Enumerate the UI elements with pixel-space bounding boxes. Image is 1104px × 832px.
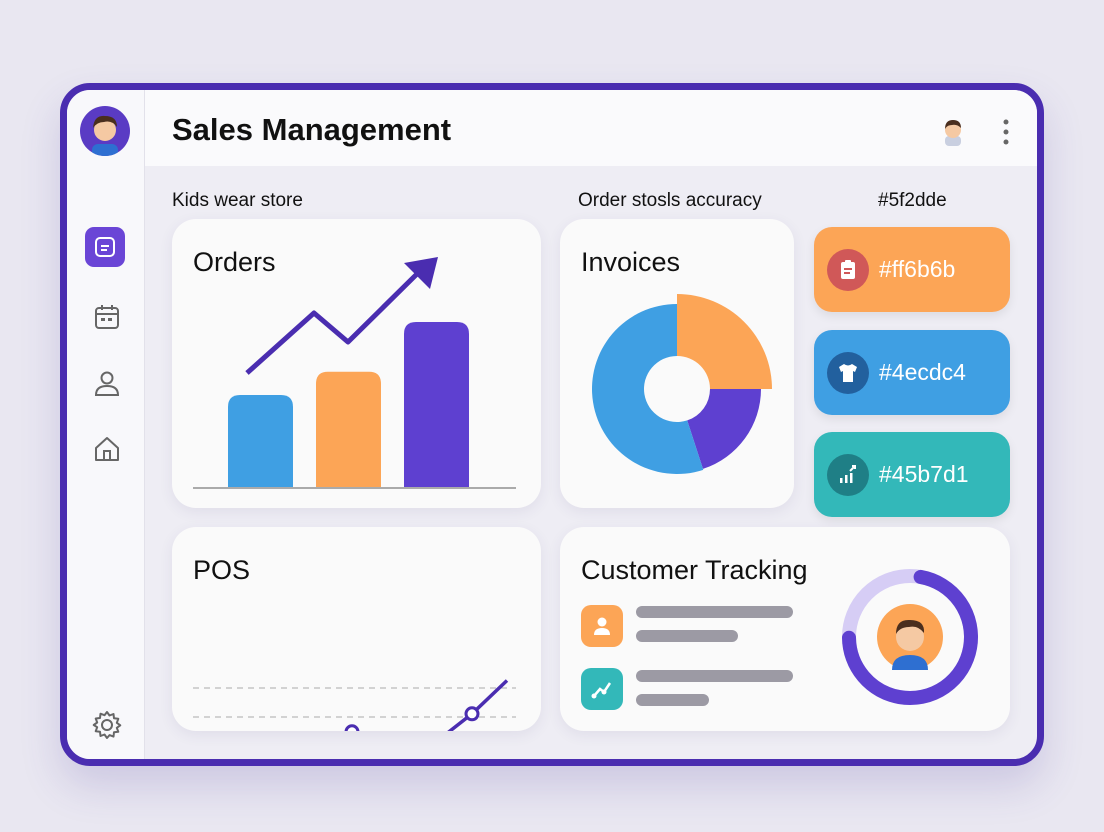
t-shirt-icon (827, 351, 869, 394)
color-tile-0[interactable]: #ff6b6b (814, 227, 1010, 312)
user-avatar-icon[interactable] (939, 116, 967, 146)
sidebar-item-user[interactable] (90, 366, 124, 400)
store-label: Kids wear store (172, 190, 303, 211)
sidebar-item-settings[interactable] (90, 708, 124, 742)
gear-icon (92, 711, 122, 739)
tile-label: #45b7d1 (879, 461, 969, 487)
arrow-head (404, 257, 438, 289)
orders-title: Orders (193, 247, 276, 277)
placeholder-line (636, 694, 709, 706)
header: Sales Management (145, 90, 1037, 166)
customer-progress-ring (842, 569, 978, 705)
data-point-2 (344, 724, 360, 731)
pos-chart (193, 679, 516, 731)
app-window: Sales Management Kids wear store Order s… (60, 83, 1044, 766)
pos-card[interactable]: POS (172, 527, 541, 731)
customer-tracking-card[interactable]: Customer Tracking (560, 527, 1010, 731)
invoices-title: Invoices (581, 247, 681, 277)
avatar-body (892, 655, 928, 670)
data-point-4 (464, 706, 480, 722)
pie-slice-2 (592, 304, 704, 474)
bar-2 (404, 322, 469, 488)
placeholder-line (636, 606, 793, 618)
note-icon (95, 237, 115, 257)
accent-label: #5f2dde (878, 190, 947, 211)
clipboard-icon (827, 248, 869, 291)
sidebar-item-home[interactable] (90, 432, 124, 466)
avatar-face (896, 623, 924, 651)
pie-slice-0 (677, 294, 772, 389)
accuracy-label: Order stosls accuracy (578, 190, 762, 211)
placeholder-line (636, 630, 738, 642)
trend-arrow (245, 267, 424, 375)
orders-card[interactable]: Orders (172, 219, 541, 508)
invoices-chart (592, 294, 772, 474)
color-tile-2[interactable]: #45b7d1 (814, 432, 1010, 517)
orders-chart (193, 257, 516, 489)
pie-slice-1 (687, 389, 761, 469)
customer-tracking-title: Customer Tracking (581, 555, 808, 585)
pos-title: POS (193, 555, 251, 585)
invoices-card[interactable]: Invoices (560, 219, 794, 508)
user-icon (94, 371, 120, 396)
tile-label: #4ecdc4 (879, 359, 966, 385)
customer-user-icon (581, 605, 623, 647)
color-tile-1[interactable]: #4ecdc4 (814, 330, 1010, 415)
calendar-icon (95, 305, 119, 329)
avatar-hair (896, 619, 925, 634)
customer-analytics-icon (581, 668, 623, 710)
bar-0 (228, 395, 293, 488)
sidebar-item-calendar[interactable] (90, 300, 124, 334)
sidebar-item-notes[interactable] (85, 227, 125, 267)
avatar[interactable] (80, 106, 130, 156)
ring-progress (842, 569, 978, 705)
page-title: Sales Management (172, 112, 452, 147)
home-icon (95, 437, 119, 461)
chart-growth-icon (827, 453, 869, 496)
kebab-menu-icon[interactable] (1001, 118, 1011, 146)
bar-1 (316, 371, 381, 488)
sidebar (67, 90, 145, 759)
placeholder-line (636, 670, 793, 682)
tile-label: #ff6b6b (879, 256, 956, 282)
